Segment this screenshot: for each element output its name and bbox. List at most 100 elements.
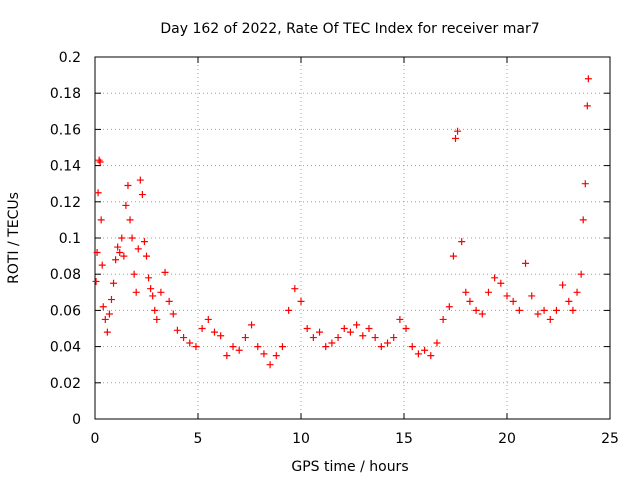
- data-point: [266, 361, 274, 369]
- data-point: [134, 245, 142, 253]
- x-tick-label: 5: [194, 431, 203, 447]
- data-point: [346, 328, 354, 336]
- y-tick-label: 0.16: [50, 122, 81, 138]
- data-points: [92, 75, 592, 369]
- data-point: [297, 297, 305, 305]
- data-point: [112, 256, 120, 264]
- data-point: [120, 252, 128, 260]
- data-point: [291, 285, 299, 293]
- data-point: [552, 306, 560, 314]
- data-point: [204, 315, 212, 323]
- data-point: [584, 75, 592, 83]
- data-point: [114, 243, 122, 251]
- data-point: [140, 238, 148, 246]
- x-tick-label: 15: [395, 431, 413, 447]
- data-point: [103, 328, 111, 336]
- data-point: [303, 325, 311, 332]
- data-point: [581, 180, 589, 188]
- data-point: [565, 297, 573, 305]
- data-point: [449, 252, 457, 260]
- y-tick-label: 0.14: [50, 159, 81, 175]
- data-point: [462, 288, 470, 296]
- y-tick-label: 0.04: [50, 340, 81, 356]
- data-point: [466, 297, 474, 305]
- data-point: [359, 332, 367, 340]
- data-point: [132, 288, 140, 296]
- data-point: [472, 306, 480, 314]
- data-point: [138, 191, 146, 199]
- plot-frame: [94, 56, 611, 420]
- data-point: [151, 306, 159, 314]
- data-point: [96, 158, 104, 166]
- data-point: [439, 315, 447, 323]
- y-tick-label: 0: [72, 412, 81, 428]
- axis-ticks: [94, 56, 611, 420]
- data-point: [94, 189, 102, 197]
- data-point: [577, 270, 585, 278]
- data-point: [390, 334, 398, 342]
- chart-title: Day 162 of 2022, Rate Of TEC Index for r…: [160, 21, 539, 37]
- data-point: [402, 325, 410, 332]
- data-point: [105, 310, 113, 318]
- data-point: [316, 328, 324, 336]
- data-point: [377, 343, 385, 351]
- data-point: [433, 339, 441, 347]
- data-point: [124, 182, 132, 190]
- data-point: [272, 352, 280, 360]
- data-point: [147, 285, 155, 293]
- data-point: [334, 334, 342, 342]
- data-point: [559, 281, 567, 289]
- y-tick-label: 0.2: [59, 50, 81, 66]
- data-point: [235, 346, 243, 354]
- data-point: [384, 339, 392, 347]
- data-point: [98, 261, 106, 269]
- y-tick-label: 0.1: [59, 231, 81, 247]
- data-point: [569, 306, 577, 314]
- grid-lines: [95, 57, 610, 419]
- data-point: [101, 315, 109, 323]
- data-point: [241, 334, 249, 342]
- y-tick-label: 0.12: [50, 195, 81, 211]
- data-point: [169, 310, 177, 318]
- data-point: [145, 274, 153, 282]
- y-tick-label: 0.02: [50, 376, 81, 392]
- data-point: [153, 315, 161, 323]
- data-point: [180, 334, 188, 342]
- data-point: [328, 339, 336, 347]
- data-point: [122, 201, 130, 209]
- data-point: [260, 350, 268, 358]
- y-axis-label: ROTI / TECUs: [6, 192, 22, 284]
- data-point: [528, 292, 536, 300]
- data-point: [192, 343, 200, 351]
- data-point: [116, 248, 124, 256]
- data-point: [546, 315, 554, 323]
- data-point: [579, 216, 587, 224]
- data-point: [353, 321, 361, 329]
- data-point: [92, 277, 100, 285]
- data-point: [229, 343, 237, 351]
- data-point: [107, 296, 115, 304]
- data-point: [491, 274, 499, 282]
- data-point: [365, 325, 373, 332]
- data-point: [161, 268, 169, 276]
- x-tick-label: 25: [601, 431, 619, 447]
- data-point: [540, 306, 548, 314]
- data-point: [458, 238, 466, 246]
- data-point: [254, 343, 262, 351]
- x-tick-label: 0: [91, 431, 100, 447]
- data-point: [157, 288, 165, 296]
- data-point: [217, 332, 225, 340]
- data-point: [186, 339, 194, 347]
- x-tick-label: 10: [292, 431, 310, 447]
- data-point: [515, 306, 523, 314]
- data-point: [165, 297, 173, 305]
- x-tick-label: 20: [498, 431, 516, 447]
- data-point: [95, 156, 103, 164]
- data-point: [478, 310, 486, 318]
- data-point: [143, 252, 150, 260]
- data-point: [484, 288, 492, 296]
- data-point: [198, 325, 206, 332]
- data-point: [573, 288, 581, 296]
- data-point: [97, 216, 105, 224]
- data-point: [278, 343, 286, 351]
